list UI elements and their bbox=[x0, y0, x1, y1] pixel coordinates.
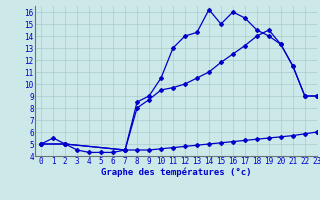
X-axis label: Graphe des températures (°c): Graphe des températures (°c) bbox=[101, 168, 251, 177]
